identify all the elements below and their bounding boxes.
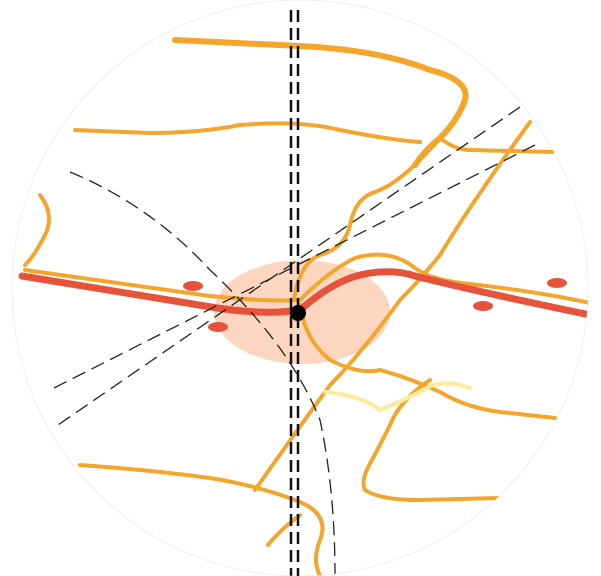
poi-marker[interactable] [183,281,203,291]
location-marker[interactable] [290,305,306,321]
poi-marker[interactable] [547,278,567,288]
poi-marker[interactable] [208,322,228,332]
poi-marker[interactable] [473,301,493,311]
